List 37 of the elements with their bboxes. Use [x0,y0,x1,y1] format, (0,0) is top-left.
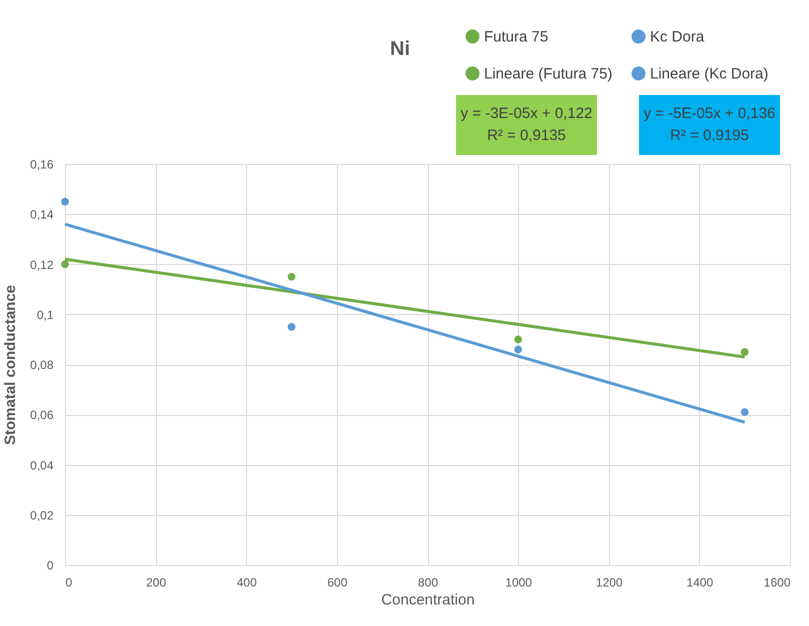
x-tick-label: 400 [236,576,258,590]
text: R² = 0,9195 [670,126,749,146]
x-axis-title: Concentration [381,592,475,608]
x-tick-label: 1200 [596,576,623,590]
text: y = -5E-05x + 0,136 [644,104,776,124]
chart-title: Ni [390,38,410,60]
y-tick-label: 0,14 [30,208,54,222]
y-tick-label: 0,04 [30,458,54,472]
x-tick-label: 200 [146,576,166,590]
point [288,323,296,331]
y-tick-label: 0,06 [30,408,54,422]
y-tick-label: 0,08 [30,358,54,372]
x-tick-label: 1400 [686,576,714,590]
legend-label: Futura 75 [484,28,548,46]
y-axis-title: Stomatal conductance [2,284,20,446]
y-tick-label: 0,1 [36,308,54,322]
legend-label: Kc Dora [650,28,705,46]
point [740,408,749,416]
y-tick-label: 0,16 [30,158,54,172]
point [288,272,296,281]
text: R² = 0,9135 [487,126,566,146]
y-tick-label: 0 [46,558,54,572]
point [61,198,69,206]
point [740,348,749,356]
x-tick-label: 0 [66,576,72,590]
point [514,346,522,354]
point [514,336,522,344]
x-tick-label: 1600 [764,576,791,590]
text: y = -3E-05x + 0,122 [460,104,592,124]
y-tick-label: 0,12 [30,258,54,272]
x-tick-label: 1000 [505,576,532,590]
x-tick-label: 600 [327,576,348,590]
x-tick-label: 800 [418,576,438,590]
y-tick-label: 0,02 [30,508,54,522]
point [61,260,69,268]
legend-label: Lineare (Futura 75) [484,66,612,82]
legend-label: Lineare (Kc Dora) [650,66,768,82]
